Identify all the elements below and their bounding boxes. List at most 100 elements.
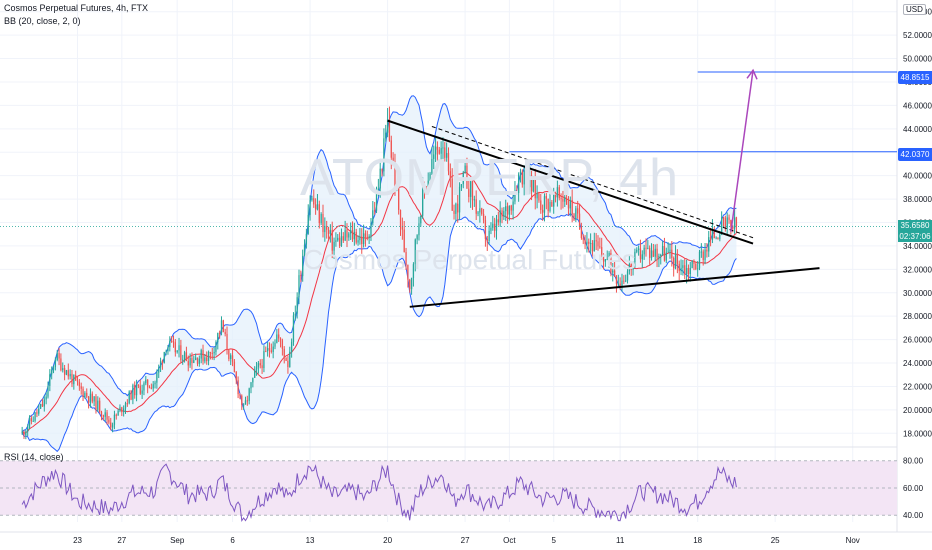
level-price-tag: 42.0370 [898,148,932,161]
candle-body [551,202,553,207]
candle-body [613,270,616,277]
candle-body [36,412,38,414]
candle-body [84,392,86,397]
price-axis-label: 46.0000 [903,101,932,110]
candle-body [355,231,357,243]
candle-body [390,140,392,158]
candle-body [73,374,75,385]
candle-body [145,379,147,384]
candle-body [329,230,332,234]
candle-body [161,361,164,363]
candle-body [438,149,440,154]
price-axis-label: 30.0000 [903,289,932,298]
candle-body [460,184,463,187]
price-axis-label: 22.0000 [903,382,932,391]
candle-body [276,334,278,343]
candle-body [401,226,404,230]
candle-body [553,193,555,207]
candle-body [71,373,73,385]
bb-upper-band [21,95,737,433]
candle-body [62,368,64,371]
candle-body [180,345,182,361]
candle-body [698,251,701,269]
bb-indicator-label[interactable]: BB (20, close, 2, 0) [4,16,81,26]
candle-body [30,418,33,422]
candle-body [152,384,154,389]
candle-body [171,340,173,342]
time-axis-label: 20 [383,536,392,545]
candle-body [621,280,623,287]
candle-body [508,205,511,215]
candle-body [503,211,505,217]
candle-body [560,198,562,200]
price-axis-label: 38.0000 [903,195,932,204]
candle-body [591,243,594,252]
candle-body [104,412,106,417]
candle-body [410,277,413,290]
candle-body [366,236,368,238]
candle-body [169,340,171,347]
candle-body [368,236,370,238]
price-axis-label: 32.0000 [903,265,932,274]
candle-body [399,209,402,227]
candle-body [215,342,217,352]
candle-body [536,193,538,199]
candle-body [224,332,226,334]
candle-body [704,249,706,261]
candle-body [67,370,69,377]
candle-body [658,256,660,258]
candle-body [475,199,477,214]
candle-body [279,338,282,341]
candle-body [198,358,200,364]
candle-body [473,199,475,201]
candle-body [385,132,387,139]
candle-body [89,393,92,403]
time-axis-label: Sep [170,536,185,545]
candle-body [674,253,677,269]
candle-body [558,187,560,199]
candle-body [134,385,136,396]
rsi-indicator-label[interactable]: RSI (14, close) [4,452,64,462]
currency-badge[interactable]: USD [903,4,926,15]
candle-body [623,280,625,282]
candle-body [431,158,433,174]
candle-body [684,265,686,275]
candle-body [207,351,210,362]
candle-body [709,237,712,240]
candle-body [230,355,232,360]
candle-body [721,217,723,235]
candle-body [174,342,176,353]
candle-body [667,251,669,253]
bar-countdown: 02:37:06 [899,232,931,241]
candle-body [320,214,322,224]
candle-body [135,384,138,396]
candle-body [49,374,51,386]
candle-body [569,200,571,209]
candle-body [626,271,629,281]
candle-body [549,202,551,212]
candle-body [416,235,418,240]
candle-body [602,254,605,262]
candle-body [407,264,409,280]
rsi-axis-label: 80.00 [903,457,924,466]
candle-body [163,351,165,363]
candle-body [375,193,378,211]
candle-body [562,198,564,202]
candle-body [604,259,607,262]
candle-body [632,262,634,270]
candle-body [625,280,627,282]
candle-body [564,197,566,202]
candle-body [517,174,520,194]
candle-body [499,210,501,223]
candle-body [183,352,186,360]
candle-body [490,227,492,231]
candle-body [708,237,710,252]
time-axis-label: Nov [846,536,860,545]
candle-body [206,357,208,362]
candle-body [322,214,324,233]
candle-body [695,263,697,270]
candle-body [525,170,527,191]
candle-body [630,264,632,270]
candle-body [111,424,114,428]
